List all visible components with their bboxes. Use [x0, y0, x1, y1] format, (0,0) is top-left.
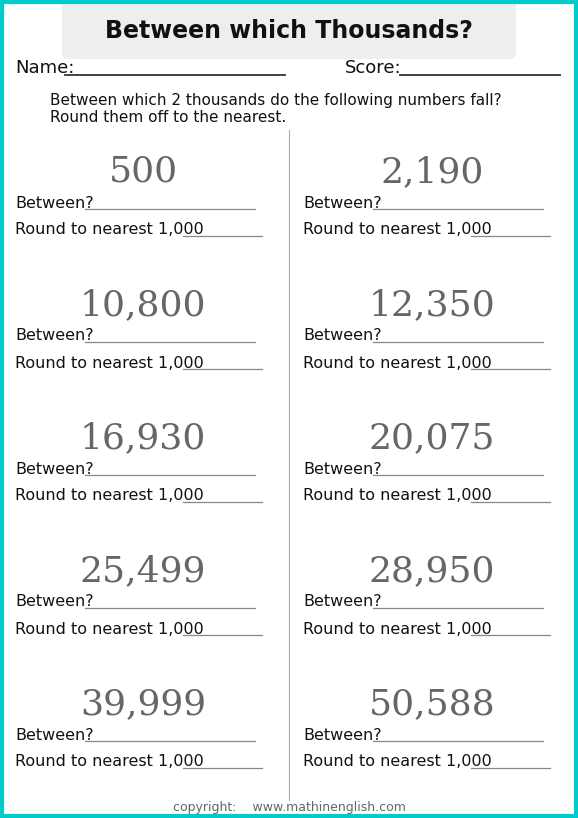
Text: Between?: Between? — [303, 461, 381, 477]
Text: Between?: Between? — [15, 196, 94, 210]
Text: Between?: Between? — [15, 595, 94, 609]
Text: 2,190: 2,190 — [380, 155, 484, 189]
Text: Between?: Between? — [15, 461, 94, 477]
Text: 39,999: 39,999 — [80, 687, 206, 721]
Text: Between?: Between? — [303, 595, 381, 609]
Text: Score:: Score: — [345, 59, 402, 77]
Text: Between which 2 thousands do the following numbers fall?: Between which 2 thousands do the followi… — [50, 93, 502, 108]
Text: Between?: Between? — [303, 727, 381, 743]
Text: Round to nearest 1,000: Round to nearest 1,000 — [303, 488, 492, 504]
FancyBboxPatch shape — [62, 0, 516, 59]
Text: 12,350: 12,350 — [369, 288, 495, 322]
Text: Name:: Name: — [15, 59, 75, 77]
Text: Round them off to the nearest.: Round them off to the nearest. — [50, 110, 286, 125]
Text: 50,588: 50,588 — [369, 687, 495, 721]
Text: Between?: Between? — [15, 727, 94, 743]
Text: Round to nearest 1,000: Round to nearest 1,000 — [303, 622, 492, 636]
Text: Round to nearest 1,000: Round to nearest 1,000 — [15, 488, 204, 504]
Text: Round to nearest 1,000: Round to nearest 1,000 — [303, 754, 492, 770]
Text: Round to nearest 1,000: Round to nearest 1,000 — [15, 754, 204, 770]
Text: 16,930: 16,930 — [80, 421, 206, 455]
Text: copyright:    www.mathinenglish.com: copyright: www.mathinenglish.com — [173, 802, 405, 815]
Text: Between?: Between? — [15, 329, 94, 344]
Text: 500: 500 — [109, 155, 177, 189]
Text: 20,075: 20,075 — [369, 421, 495, 455]
Text: Round to nearest 1,000: Round to nearest 1,000 — [15, 622, 204, 636]
Text: Round to nearest 1,000: Round to nearest 1,000 — [303, 222, 492, 237]
Text: 25,499: 25,499 — [80, 554, 206, 588]
Text: Between?: Between? — [303, 329, 381, 344]
Text: Round to nearest 1,000: Round to nearest 1,000 — [303, 356, 492, 371]
Text: Round to nearest 1,000: Round to nearest 1,000 — [15, 356, 204, 371]
Text: Round to nearest 1,000: Round to nearest 1,000 — [15, 222, 204, 237]
Text: Between?: Between? — [303, 196, 381, 210]
Text: 28,950: 28,950 — [369, 554, 495, 588]
Text: 10,800: 10,800 — [80, 288, 206, 322]
Text: Between which Thousands?: Between which Thousands? — [105, 19, 473, 43]
